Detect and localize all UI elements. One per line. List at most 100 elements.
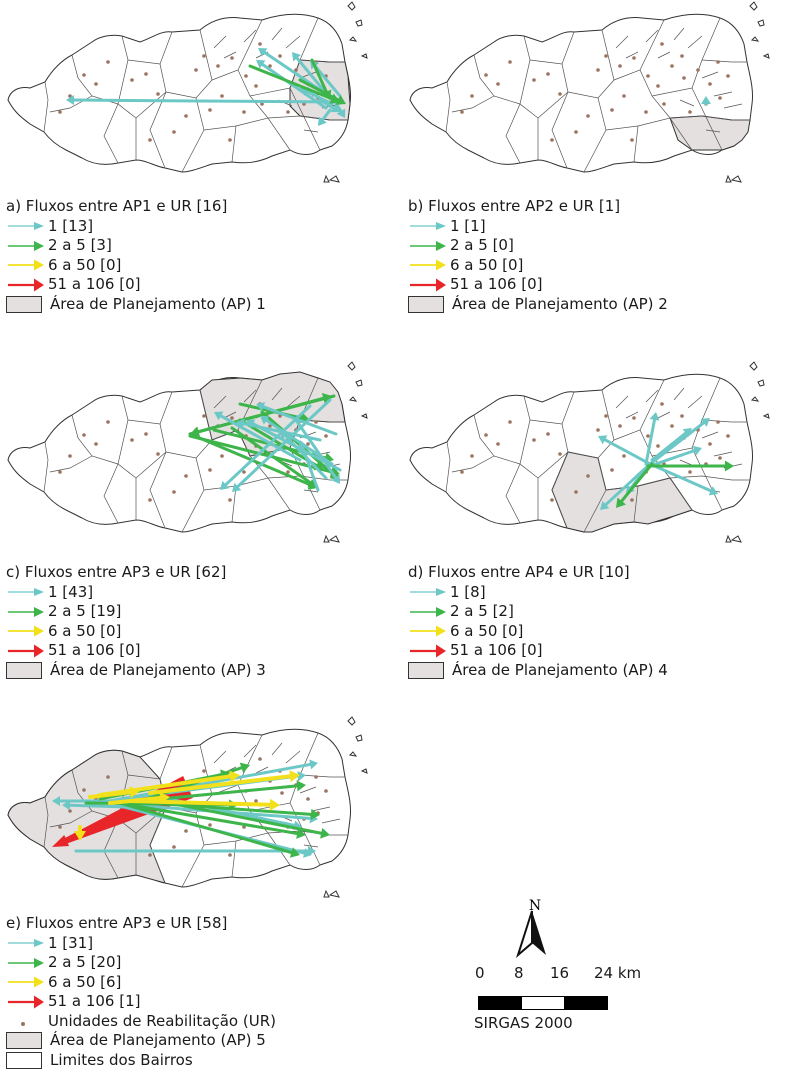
legend-row: 51 a 106 [0] — [408, 641, 668, 661]
bairro-boundary — [669, 115, 750, 121]
legend-label: 51 a 106 [0] — [450, 275, 543, 293]
island — [323, 174, 330, 183]
ur-dot-icon — [6, 1012, 40, 1032]
ur-point — [718, 456, 722, 460]
legend-a: a) Fluxos entre AP1 e UR [16] 1 [13] 2 a 5… — [6, 197, 266, 314]
legend-arrow-icon — [410, 240, 446, 251]
bairro-boundary — [657, 411, 671, 419]
bairro-boundary — [243, 389, 257, 403]
ur-point — [228, 853, 232, 857]
flow-arrow — [318, 108, 332, 126]
ur-point — [696, 68, 700, 72]
ur-point — [532, 438, 536, 442]
island — [323, 534, 330, 543]
legend-arrow-icon — [8, 995, 44, 1009]
legend-arrow-icon — [410, 625, 446, 637]
bairro-boundary — [687, 35, 703, 49]
legend-row-area: Área de Planejamento (AP) 1 — [6, 295, 266, 315]
ur-point — [130, 78, 134, 82]
legend-label: 2 a 5 [2] — [450, 602, 514, 620]
bairro-boundary — [701, 419, 747, 423]
bairro-boundary — [271, 387, 283, 401]
ur-point — [228, 138, 232, 142]
ur-point — [278, 54, 282, 58]
island — [348, 751, 358, 757]
legend-row: 2 a 5 [0] — [408, 236, 668, 256]
flow-arrow — [648, 418, 710, 466]
legend-arrow-icon — [8, 606, 44, 617]
area-swatch-icon — [408, 295, 444, 313]
legend-title: a) Fluxos entre AP1 e UR [16] — [6, 197, 228, 215]
ur-point — [604, 414, 608, 418]
legend-arrow-icon — [410, 259, 446, 271]
island — [360, 53, 368, 59]
ur-point — [220, 454, 224, 458]
north-arrow: N — [512, 897, 552, 963]
ur-point — [254, 84, 258, 88]
ur-point — [726, 434, 730, 438]
legend-row: 1 [8] — [408, 583, 668, 603]
flow-arrow — [616, 462, 654, 508]
bairro-boundary — [701, 71, 719, 79]
ur-point — [208, 823, 212, 827]
legend-label: 6 a 50 [0] — [48, 621, 122, 640]
bairro-boundary — [645, 389, 659, 403]
legend-row: 51 a 106 [0] — [6, 275, 266, 295]
bairro-boundary — [43, 796, 49, 848]
ur-point — [278, 414, 282, 418]
ur-point — [484, 433, 488, 437]
ur-point — [646, 434, 650, 438]
ur-point — [610, 108, 614, 112]
island — [360, 768, 368, 774]
bairro-boundary — [567, 29, 615, 99]
ur-point — [550, 498, 554, 502]
island — [725, 534, 732, 543]
ur-point — [242, 110, 246, 114]
ur-point — [202, 769, 206, 773]
ur-point — [156, 452, 160, 456]
legend-title: e) Fluxos entre AP3 e UR [58] — [6, 914, 228, 932]
ur-point — [656, 84, 660, 88]
legend-label: 6 a 50 [0] — [450, 621, 524, 640]
legend-label: 51 a 106 [0] — [450, 641, 543, 659]
north-label: N — [529, 898, 541, 914]
bairro-boundary — [299, 786, 317, 794]
bairro-boundary — [149, 806, 167, 884]
bairro-boundary — [285, 750, 301, 764]
ur-point — [242, 470, 246, 474]
flow-arrow — [648, 445, 702, 468]
legend-arrow-icon — [8, 222, 44, 231]
island — [355, 379, 363, 387]
bairro-boundary — [299, 59, 345, 63]
legend-label: 1 [8] — [450, 582, 486, 601]
legend-e: e) Fluxos entre AP3 e UR [58] 1 [31] 2 a 5… — [6, 914, 276, 1070]
ur-point — [94, 82, 98, 86]
legend-label-ur: Unidades de Reabilitação (UR) — [48, 1011, 276, 1030]
ur-point — [216, 64, 220, 68]
legend-label: 2 a 5 [3] — [48, 236, 112, 254]
ur-point — [258, 757, 262, 761]
ur-point — [130, 438, 134, 442]
scale-crs: SIRGAS 2000 — [474, 1014, 573, 1032]
ur-point — [632, 56, 636, 60]
legend-arrow-icon — [410, 222, 446, 231]
island — [730, 535, 742, 543]
legend-title: b) Fluxos entre AP2 e UR [1] — [408, 197, 621, 215]
ur-point — [604, 54, 608, 58]
legend-d: d) Fluxos entre AP4 e UR [10] 1 [8] 2 a 5 … — [408, 563, 668, 680]
ur-point — [630, 498, 634, 502]
ur-point — [106, 60, 110, 64]
ur-point — [470, 454, 474, 458]
island — [730, 175, 742, 183]
ur-point — [574, 490, 578, 494]
bairro-boundary — [213, 750, 227, 764]
ur-point — [618, 424, 622, 428]
legend-arrow-icon — [8, 278, 44, 292]
ur-point — [294, 68, 298, 72]
bairro-boundary — [673, 387, 685, 401]
bairro-boundary — [49, 810, 93, 828]
legend-label: 6 a 50 [0] — [48, 255, 122, 274]
flow-arrow — [650, 428, 692, 462]
legend-title: d) Fluxos entre AP4 e UR [10] — [408, 563, 630, 581]
island — [347, 716, 356, 726]
